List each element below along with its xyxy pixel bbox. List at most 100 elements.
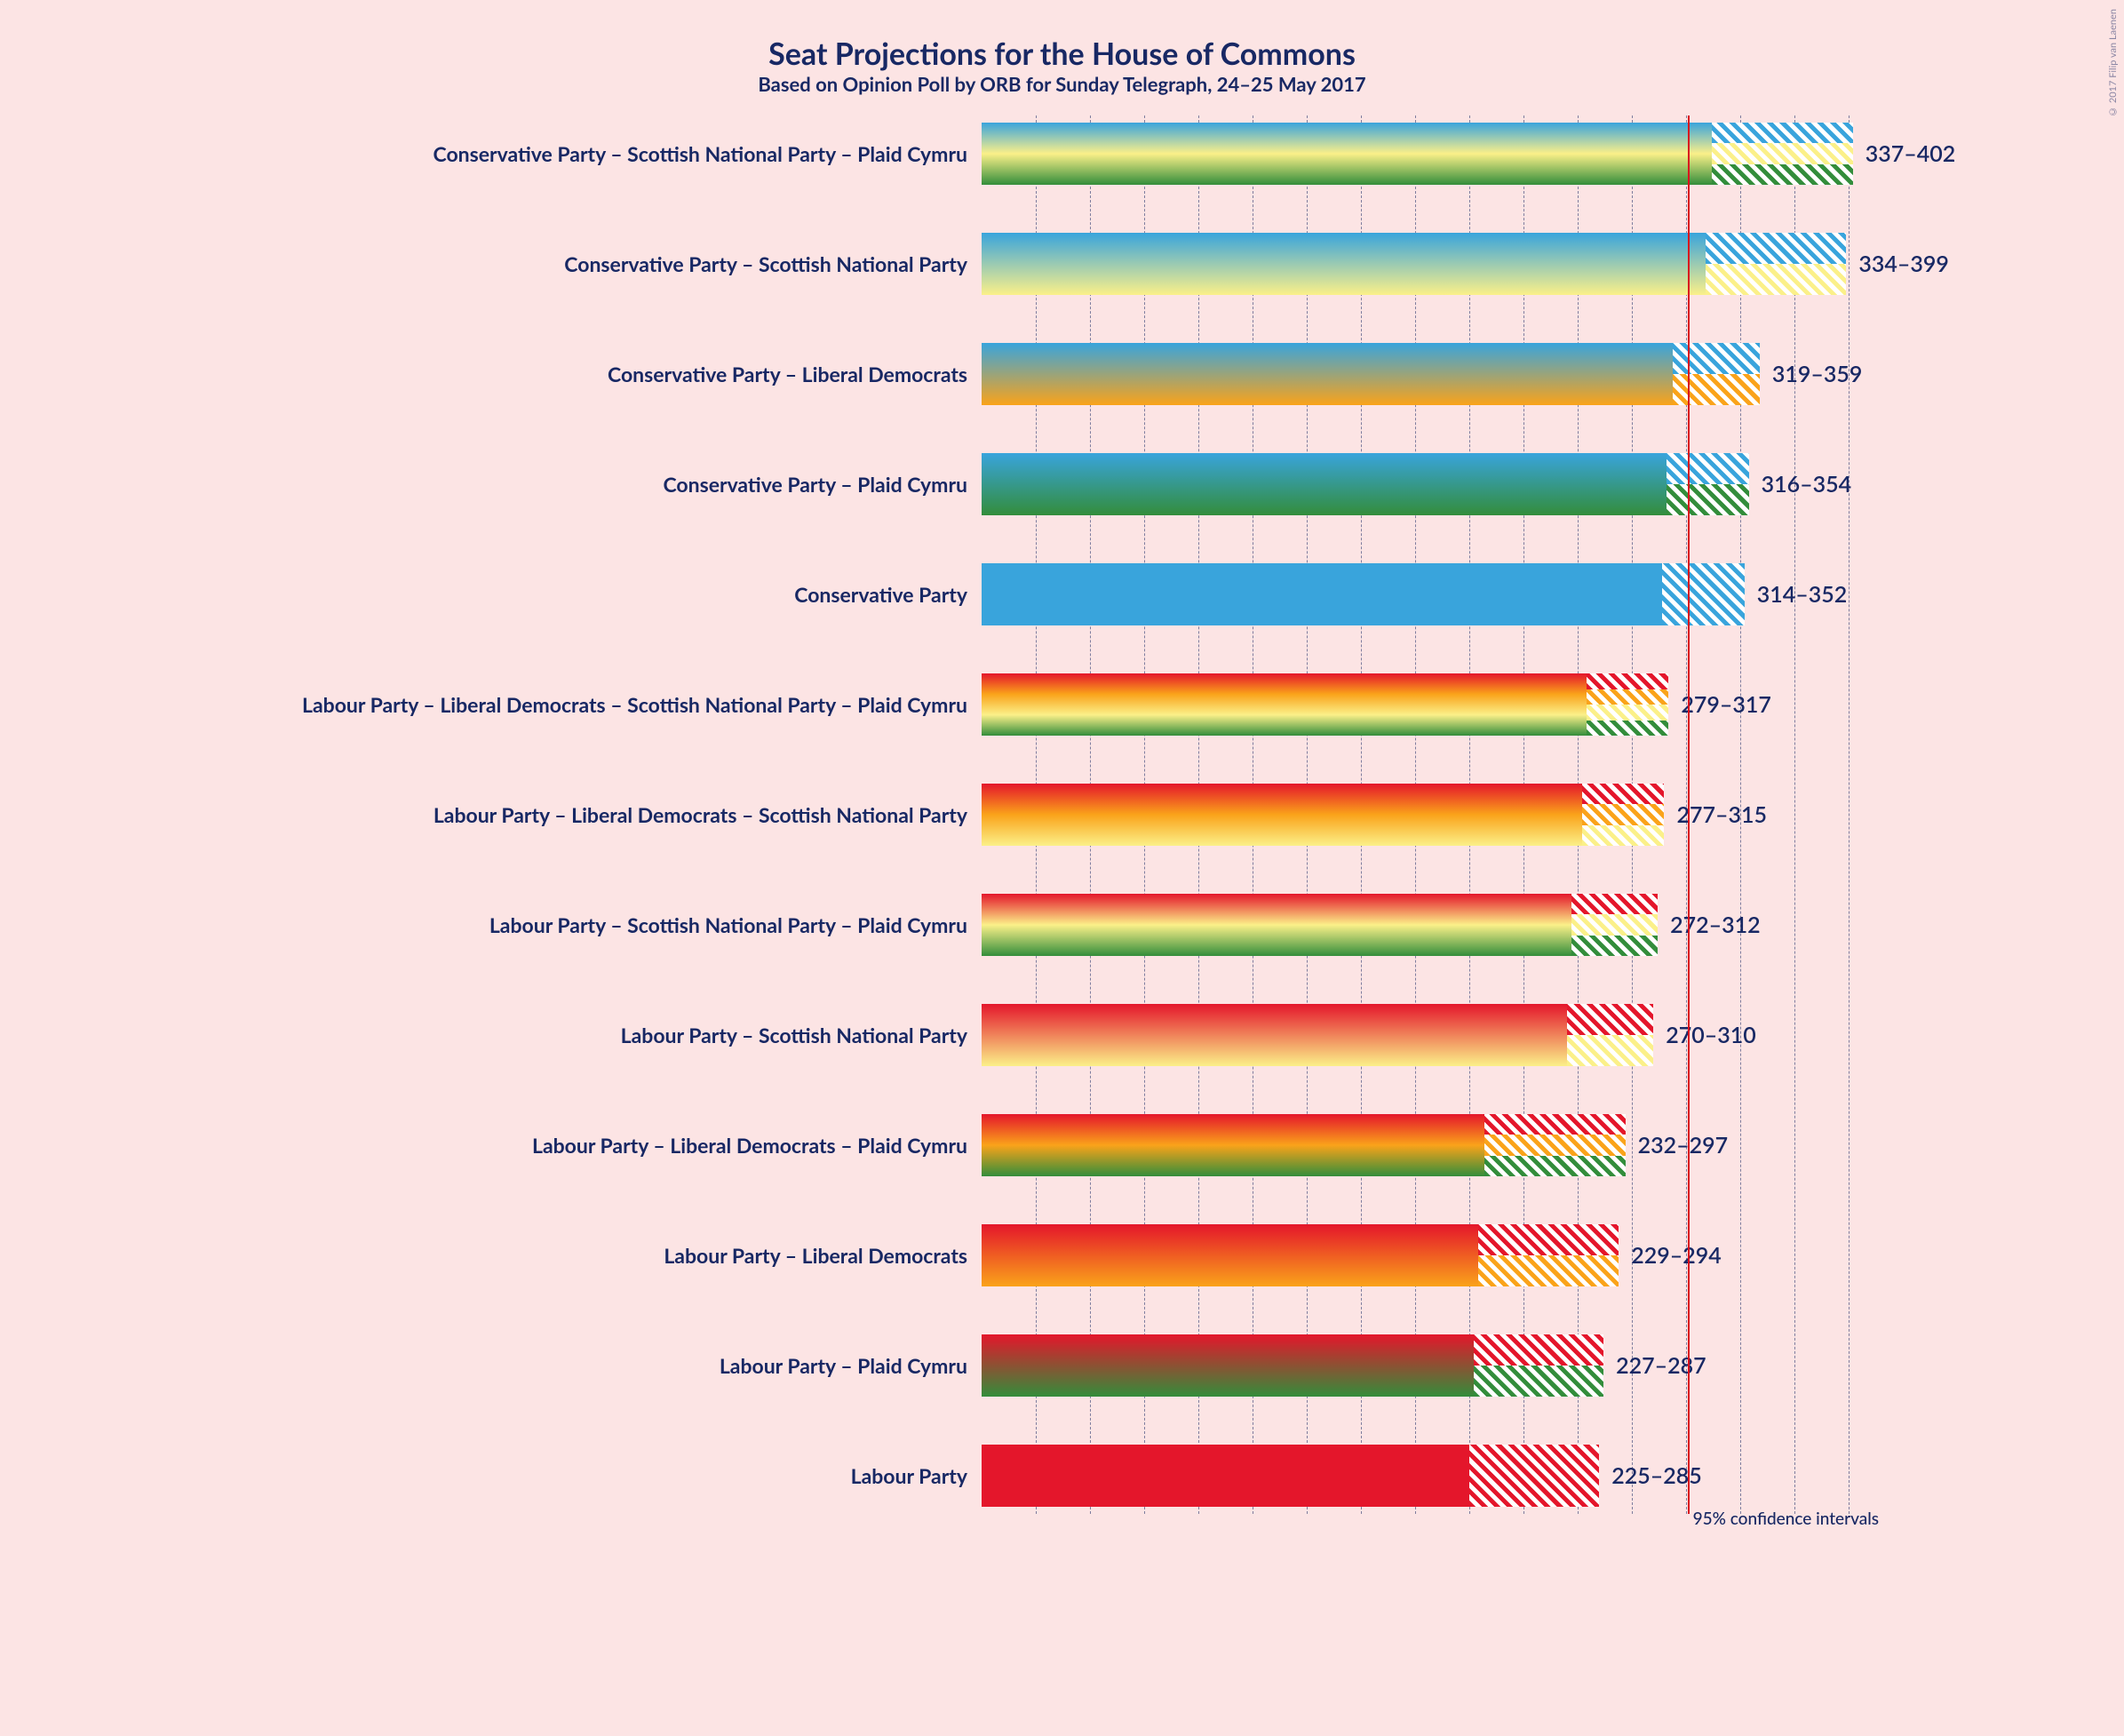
coalition-label: Labour Party – Scottish National Party –… <box>18 912 982 937</box>
seat-range-value: 225–285 <box>1611 1462 1702 1489</box>
seat-range-value: 270–310 <box>1666 1022 1756 1048</box>
hatched-stripe <box>1567 1004 1654 1035</box>
bar-solid <box>982 1445 1469 1507</box>
hatched-stripe <box>1484 1114 1626 1135</box>
bar-solid <box>982 1224 1478 1286</box>
hatched-stripe <box>1662 563 1745 625</box>
seat-range-value: 229–294 <box>1631 1242 1722 1269</box>
coalition-row: Labour Party – Scottish National Party27… <box>18 1004 2106 1066</box>
coalition-row: Conservative Party – Scottish National P… <box>18 123 2106 185</box>
hatched-stripe <box>1667 453 1749 484</box>
hatched-stripe <box>1587 705 1669 721</box>
bar-track: 229–294 <box>982 1224 1879 1286</box>
hatched-stripe <box>1587 689 1669 705</box>
hatched-stripe <box>1673 374 1760 405</box>
hatched-stripe <box>1571 914 1659 935</box>
copyright-credit: © 2017 Filip van Laenen <box>2107 9 2119 117</box>
hatched-stripe <box>1474 1334 1603 1366</box>
seat-range-value: 337–402 <box>1865 140 1956 167</box>
bar-track: 279–317 <box>982 673 1879 736</box>
seat-range-value: 316–354 <box>1762 471 1852 498</box>
bar-hatched <box>1582 784 1665 846</box>
coalition-label: Labour Party – Liberal Democrats <box>18 1243 982 1268</box>
coalition-label: Labour Party <box>18 1463 982 1488</box>
bar-track: 316–354 <box>982 453 1879 515</box>
hatched-stripe <box>1478 1255 1619 1286</box>
footer-row: 95% confidence intervals <box>18 1507 2106 1529</box>
bar-hatched <box>1484 1114 1626 1176</box>
bar-track: 272–312 <box>982 894 1879 956</box>
hatched-stripe <box>1587 673 1669 689</box>
coalition-label: Conservative Party <box>18 582 982 607</box>
seat-range-value: 319–359 <box>1772 361 1863 387</box>
bar-solid <box>982 233 1706 295</box>
hatched-stripe <box>1484 1135 1626 1155</box>
coalition-label: Labour Party – Liberal Democrats – Scott… <box>18 692 982 717</box>
hatched-stripe <box>1582 804 1665 824</box>
bar-track: 277–315 <box>982 784 1879 846</box>
coalition-row: Conservative Party – Plaid Cymru 316–354 <box>18 453 2106 515</box>
bar-solid <box>982 1114 1484 1176</box>
coalition-row: Labour Party – Plaid Cymru227–287 <box>18 1334 2106 1397</box>
coalition-label: Conservative Party – Scottish National P… <box>18 251 982 276</box>
coalition-label: Labour Party – Plaid Cymru <box>18 1353 982 1378</box>
coalition-label: Conservative Party – Scottish National P… <box>18 141 982 166</box>
plot-area: Conservative Party – Scottish National P… <box>18 123 2106 1507</box>
hatched-stripe <box>1567 1035 1654 1066</box>
hatched-stripe <box>1712 164 1853 185</box>
hatched-stripe <box>1706 264 1847 295</box>
confidence-interval-note: 95% confidence intervals <box>982 1509 1879 1529</box>
coalition-row: Conservative Party – Liberal Democrats 31… <box>18 343 2106 405</box>
bar-track: 225–285 <box>982 1445 1879 1507</box>
seat-range-value: 232–297 <box>1638 1132 1729 1159</box>
bar-hatched <box>1571 894 1659 956</box>
coalition-row: Labour Party – Liberal Democrats – Scott… <box>18 784 2106 846</box>
coalition-label: Conservative Party – Plaid Cymru <box>18 472 982 497</box>
bar-solid <box>982 343 1673 405</box>
bar-track: 227–287 <box>982 1334 1879 1397</box>
bar-hatched <box>1667 453 1749 515</box>
coalition-label: Conservative Party – Liberal Democrats <box>18 362 982 386</box>
hatched-stripe <box>1571 936 1659 956</box>
hatched-stripe <box>1706 233 1847 264</box>
hatched-stripe <box>1484 1156 1626 1176</box>
hatched-stripe <box>1582 784 1665 804</box>
seat-range-value: 279–317 <box>1681 691 1771 718</box>
bar-hatched <box>1587 673 1669 736</box>
bar-solid <box>982 784 1582 846</box>
bar-track: 319–359 <box>982 343 1879 405</box>
coalition-label: Labour Party – Liberal Democrats – Scott… <box>18 802 982 827</box>
bar-solid <box>982 453 1667 515</box>
coalition-row: Labour Party – Liberal Democrats – Plaid… <box>18 1114 2106 1176</box>
bar-track: 270–310 <box>982 1004 1879 1066</box>
coalition-row: Conservative Party – Scottish National P… <box>18 233 2106 295</box>
hatched-stripe <box>1712 123 1853 143</box>
bar-hatched <box>1469 1445 1599 1507</box>
bar-hatched <box>1478 1224 1619 1286</box>
hatched-stripe <box>1474 1366 1603 1397</box>
hatched-stripe <box>1571 894 1659 914</box>
hatched-stripe <box>1712 143 1853 163</box>
hatched-stripe <box>1673 343 1760 374</box>
coalition-row: Labour Party 225–285 <box>18 1445 2106 1507</box>
seat-range-value: 277–315 <box>1676 801 1767 828</box>
hatched-stripe <box>1667 484 1749 515</box>
seat-range-value: 272–312 <box>1670 912 1761 938</box>
chart-subtitle: Based on Opinion Poll by ORB for Sunday … <box>18 72 2106 96</box>
bar-track: 337–402 <box>982 123 1879 185</box>
bar-hatched <box>1706 233 1847 295</box>
seat-range-value: 314–352 <box>1757 581 1848 608</box>
coalition-row: Conservative Party 314–352 <box>18 563 2106 625</box>
hatched-stripe <box>1587 721 1669 737</box>
bar-solid <box>982 894 1571 956</box>
bar-track: 232–297 <box>982 1114 1879 1176</box>
bar-solid <box>982 1334 1474 1397</box>
bar-hatched <box>1662 563 1745 625</box>
coalition-row: Labour Party – Scottish National Party –… <box>18 894 2106 956</box>
seat-projection-chart: Conservative Party – Scottish National P… <box>18 123 2106 1529</box>
bar-hatched <box>1712 123 1853 185</box>
bar-track: 314–352 <box>982 563 1879 625</box>
seat-range-value: 334–399 <box>1858 251 1949 277</box>
chart-title: Seat Projections for the House of Common… <box>18 36 2106 72</box>
hatched-stripe <box>1478 1224 1619 1255</box>
